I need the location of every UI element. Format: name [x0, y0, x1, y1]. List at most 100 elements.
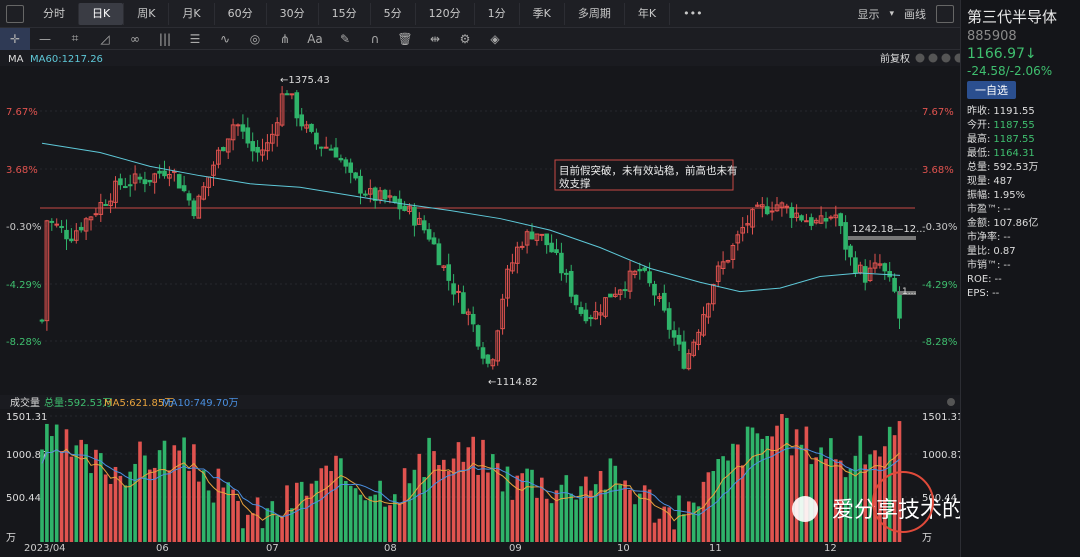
table-icon[interactable]: ☰ [189, 31, 201, 46]
period-tab[interactable]: 30分 [265, 2, 318, 25]
volume-bar [530, 469, 534, 542]
volume-bar [657, 518, 662, 542]
stat-value: 107.86亿 [993, 218, 1039, 229]
period-tab[interactable]: ••• [669, 2, 715, 25]
period-tab[interactable]: 15分 [317, 2, 370, 25]
period-tab[interactable]: 日K [78, 2, 124, 25]
volume-bar [397, 502, 402, 542]
volume-bar [476, 474, 480, 542]
layers-icon[interactable]: ◈ [490, 31, 500, 46]
candle-body [750, 209, 755, 228]
candle-body [338, 158, 344, 161]
crosshair-icon[interactable]: ✛ [0, 27, 30, 50]
volume-bar [736, 444, 740, 542]
add-watchlist-button[interactable]: 一自选 [967, 81, 1016, 99]
volume-bar [500, 491, 505, 542]
flip-icon[interactable]: ⇹ [429, 31, 441, 46]
volume-bar [50, 436, 54, 542]
candle-body [578, 307, 584, 314]
period-tab[interactable]: 分时 [43, 6, 65, 20]
stock-price: 1166.97↓ [967, 46, 1037, 62]
trash-icon[interactable]: 🗑 [397, 31, 413, 46]
volume-bar [726, 460, 730, 542]
volume-bar [579, 486, 583, 542]
candle-body [701, 314, 706, 336]
chart-area[interactable]: MA MA60:1217.26 前复权 7.67% 7.67% 3.68% 3.68% -0.… [0, 50, 1008, 555]
last-price-label: 1... [902, 287, 916, 297]
candle-body [696, 331, 701, 345]
fan-icon[interactable]: ◿ [100, 31, 110, 46]
pitchfork-icon[interactable]: ⋔ [279, 31, 291, 46]
bars-icon[interactable]: ||| [158, 31, 172, 46]
period-tab[interactable]: 年K [623, 2, 669, 25]
wave-icon[interactable]: ∿ [219, 31, 231, 46]
period-tab[interactable]: 月K [168, 2, 213, 25]
stat-label: ROE: [967, 274, 992, 285]
volume-bar [103, 474, 108, 542]
volume-bar [535, 497, 539, 542]
candle-body [167, 173, 172, 179]
x-axis-label: 2023/04 [24, 543, 66, 554]
text-icon[interactable]: Aa [307, 31, 323, 46]
fq-label: 前复权 [880, 52, 910, 65]
period-tab[interactable]: 周K [123, 2, 168, 25]
stats-list: 昨收: 1191.55 今开: 1187.55 最高: 1187.55 最低: 1164.31… [967, 105, 1074, 301]
candle-body [74, 230, 79, 241]
period-tab[interactable]: 1分 [473, 2, 519, 25]
candle-body [279, 93, 285, 126]
volume-bar [613, 465, 618, 542]
range-label: 1242.18—12... [852, 224, 926, 235]
volume-bar [422, 477, 426, 542]
candle-body [632, 270, 638, 276]
chevron-down-icon: ▾ [889, 9, 894, 19]
period-tab[interactable]: 60分 [213, 2, 266, 25]
volume-bar [618, 484, 622, 542]
cycle-icon[interactable]: ◎ [249, 31, 261, 46]
line-icon[interactable]: — [39, 31, 51, 46]
volume-bar [412, 469, 417, 542]
link-icon[interactable]: ∞ [130, 31, 140, 46]
candle-body [328, 148, 334, 151]
volume-bar [848, 468, 853, 542]
candle-body [44, 220, 50, 322]
volume-bar [319, 468, 324, 542]
volume-y-label: 1501.31 [6, 412, 47, 423]
volume-bar [236, 500, 240, 542]
period-tab[interactable]: 季K [518, 2, 564, 25]
magnet-icon[interactable]: ∩ [370, 31, 380, 46]
candle-body [265, 142, 270, 152]
volume-bar [731, 443, 735, 542]
volume-bar [515, 475, 520, 542]
candle-body [666, 308, 672, 330]
volume-bar [344, 480, 348, 542]
stat-row: 最高: 1187.55 [967, 133, 1074, 147]
candle-body [828, 216, 834, 219]
volume-ma5: MA5:621.85万 [104, 398, 174, 409]
volume-bar [696, 506, 701, 542]
candle-body [69, 238, 74, 242]
period-tab[interactable]: 120分 [414, 2, 474, 25]
volume-bar [197, 481, 201, 542]
draw-line-button[interactable]: 画线 [904, 8, 926, 21]
candle-body [358, 175, 363, 194]
stat-value: 1.95% [993, 190, 1026, 201]
panel-toggle-icon[interactable] [936, 5, 954, 23]
sidebar-toggle-icon[interactable] [6, 4, 24, 23]
settings-icon[interactable]: ⚙ [459, 31, 471, 46]
brush-icon[interactable]: ✎ [339, 31, 351, 46]
volume-bar [99, 453, 103, 542]
kline-chart[interactable]: MA MA60:1217.26 前复权 7.67% 7.67% 3.68% 3.68% -0.… [0, 50, 1008, 555]
period-tab[interactable]: 多周期 [563, 2, 624, 25]
candle-body [867, 267, 873, 282]
display-menu[interactable]: 显示 [857, 8, 880, 21]
volume-bar [785, 417, 789, 542]
stat-label: 总量: [967, 162, 991, 173]
volume-bar [363, 500, 368, 542]
candle-body [446, 264, 451, 281]
period-tab[interactable]: 5分 [369, 2, 415, 25]
candle-body [441, 265, 447, 268]
candle-body [363, 193, 368, 196]
candle-body [681, 341, 687, 369]
candle-body [304, 124, 309, 129]
crop-icon[interactable]: ⌗ [71, 31, 79, 45]
